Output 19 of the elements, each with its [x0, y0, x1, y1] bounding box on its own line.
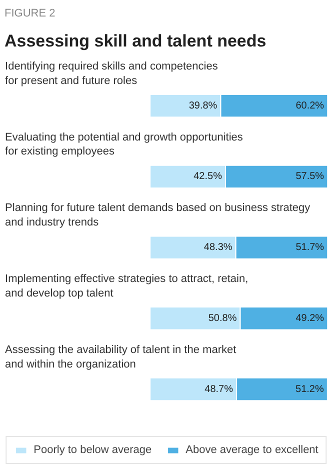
legend-label: Above average to excellent — [186, 444, 318, 456]
y-tick-label: Assessing the availability of talent in the market and within the organization — [5, 344, 236, 370]
data-label: 42.5% — [194, 171, 222, 182]
data-label: 51.2% — [296, 384, 324, 395]
legend-label: Poorly to below average — [34, 444, 152, 456]
data-label: 51.7% — [296, 242, 324, 254]
chart-title: Assessing skill and talent needs — [4, 32, 266, 50]
data-label: 48.7% — [204, 384, 234, 395]
data-label: 50.8% — [208, 312, 237, 324]
data-label: 39.8% — [188, 100, 218, 112]
data-label: 48.3% — [204, 242, 232, 254]
text: FIGURE 2 — [4, 8, 56, 20]
y-tick-label: Implementing effective strategies to attract, retain, and develop top talent — [5, 273, 248, 300]
y-tick-label: Evaluating the potential and growth opportunities for existing employees — [5, 131, 244, 158]
y-tick-label: Planning for future talent demands based on business strategy and industry trends — [5, 202, 311, 229]
data-label: 57.5% — [296, 171, 324, 182]
data-label: 49.2% — [296, 312, 324, 324]
data-label: 60.2% — [296, 100, 324, 112]
y-tick-label: Identifying required skills and competencies for present and future roles — [5, 60, 218, 87]
